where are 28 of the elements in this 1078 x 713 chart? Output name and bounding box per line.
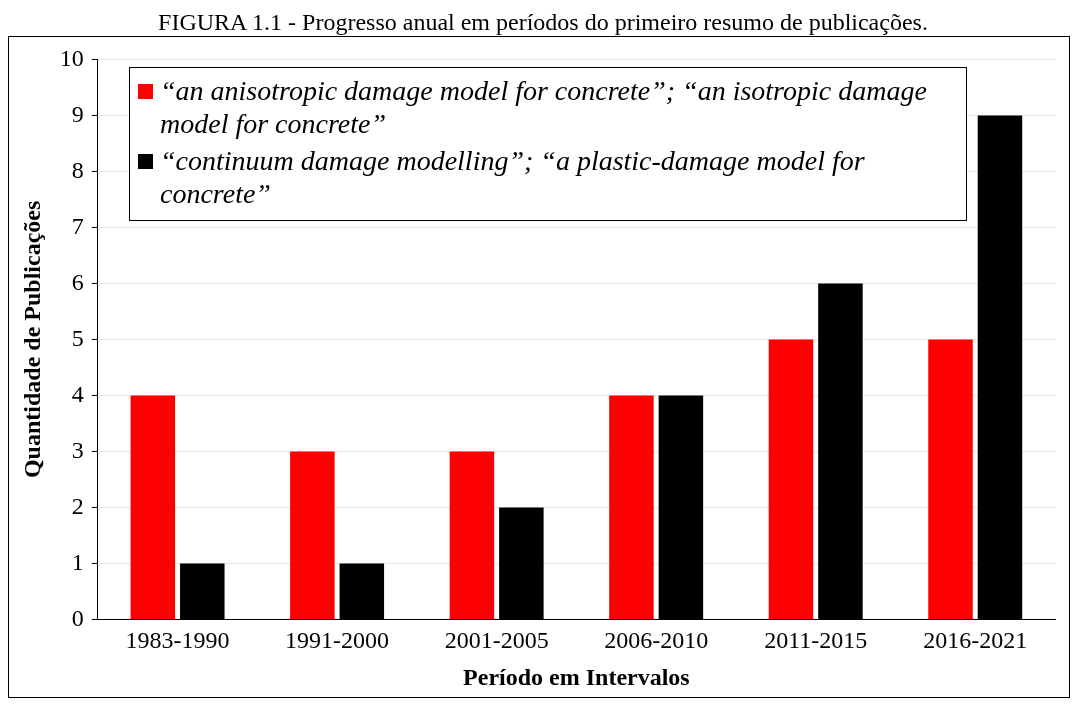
bar: [768, 339, 814, 619]
y-tick-label: 1: [71, 548, 84, 575]
x-tick-label: 2016-2021: [923, 627, 1028, 654]
bar: [290, 451, 335, 619]
x-tick-label: 1983-1990: [125, 627, 230, 654]
bar: [609, 395, 654, 619]
bar: [928, 339, 973, 619]
legend-label: “an anisotropic damage model for concrete”; “an isotropic damage model for concrete”: [160, 75, 927, 139]
x-tick-label: 2006-2010: [604, 627, 709, 654]
chart-title: FIGURA 1.1 - Progresso anual em períodos do primeiro resumo de publicações.: [157, 8, 929, 36]
x-tick-label: 2001-2005: [444, 627, 549, 654]
x-tick-label: 2011-2015: [764, 627, 868, 654]
y-tick-label: 6: [71, 268, 84, 295]
y-tick-label: 3: [71, 436, 84, 463]
y-tick-label: 10: [59, 44, 84, 71]
y-tick-label: 0: [71, 604, 84, 631]
y-axis-title: Quantidade de Publicações: [18, 200, 45, 479]
y-tick-label: 2: [71, 492, 84, 519]
x-tick-label: 1991-2000: [285, 627, 390, 654]
x-axis-title: Período em Intervalos: [463, 663, 690, 690]
bar: [130, 395, 176, 619]
legend-label: “continuum damage modelling”; “a plastic-damage model for concrete”: [160, 145, 865, 209]
y-tick-label: 7: [71, 212, 84, 239]
y-tick-label: 9: [71, 100, 84, 127]
y-tick-label: 5: [71, 324, 84, 351]
y-tick-label: 8: [71, 156, 84, 183]
bar: [449, 451, 495, 619]
y-tick-label: 4: [71, 380, 84, 407]
